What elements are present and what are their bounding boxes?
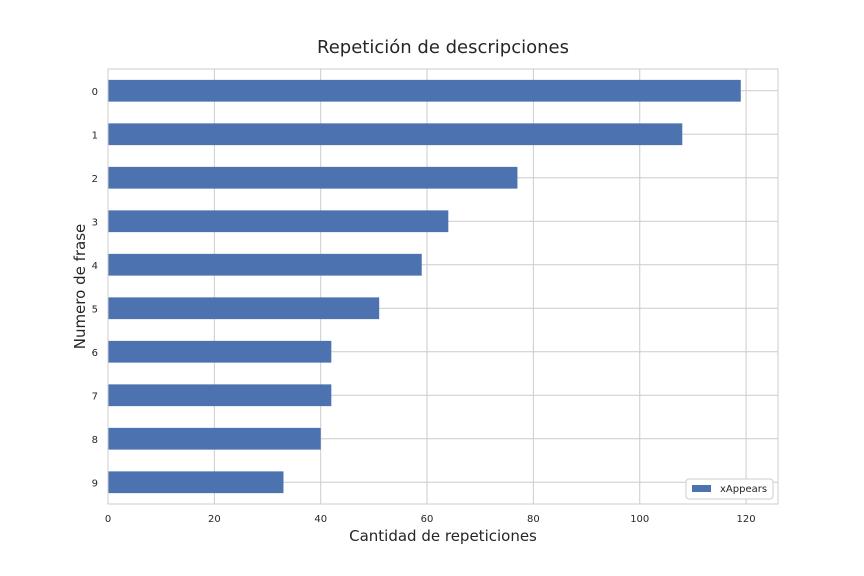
bars <box>108 79 741 494</box>
y-axis-label: Numero de frase <box>71 224 89 350</box>
y-tick-label: 4 <box>92 261 98 272</box>
y-tick-label: 2 <box>92 174 98 185</box>
bar <box>108 384 332 407</box>
x-tick-label: 60 <box>421 514 434 525</box>
bar <box>108 210 449 233</box>
y-tick-label: 1 <box>92 130 98 141</box>
y-tick-label: 3 <box>92 217 98 228</box>
y-tick-label: 7 <box>92 391 98 402</box>
plot-frame <box>107 68 779 505</box>
y-tick-label: 6 <box>92 348 98 359</box>
y-tick-labels: 0 1 2 3 4 5 6 7 8 9 <box>92 87 98 490</box>
bar <box>108 471 284 494</box>
bar <box>108 123 683 146</box>
x-tick-label: 100 <box>630 514 649 525</box>
legend-swatch <box>692 485 711 492</box>
legend: xAppears <box>685 478 774 500</box>
legend-label: xAppears <box>720 484 767 495</box>
chart-title: Repetición de descripciones <box>317 37 569 58</box>
y-tick-label: 8 <box>92 435 98 446</box>
bar <box>108 427 321 450</box>
x-tick-label: 0 <box>105 514 111 525</box>
y-tick-label: 5 <box>92 304 98 315</box>
y-tick-label: 9 <box>92 478 98 489</box>
x-tick-label: 120 <box>737 514 756 525</box>
x-tick-label: 80 <box>527 514 540 525</box>
x-tick-label: 40 <box>314 514 327 525</box>
legend-box <box>685 478 774 500</box>
bar <box>108 340 332 363</box>
bar <box>108 166 518 189</box>
bar <box>108 297 380 320</box>
bar <box>108 253 422 276</box>
x-tick-label: 20 <box>208 514 221 525</box>
x-axis-label: Cantidad de repeticiones <box>349 527 537 545</box>
x-tick-labels: 0 20 40 60 80 100 120 <box>105 514 756 525</box>
bar <box>108 79 741 102</box>
y-tick-label: 0 <box>92 87 98 98</box>
